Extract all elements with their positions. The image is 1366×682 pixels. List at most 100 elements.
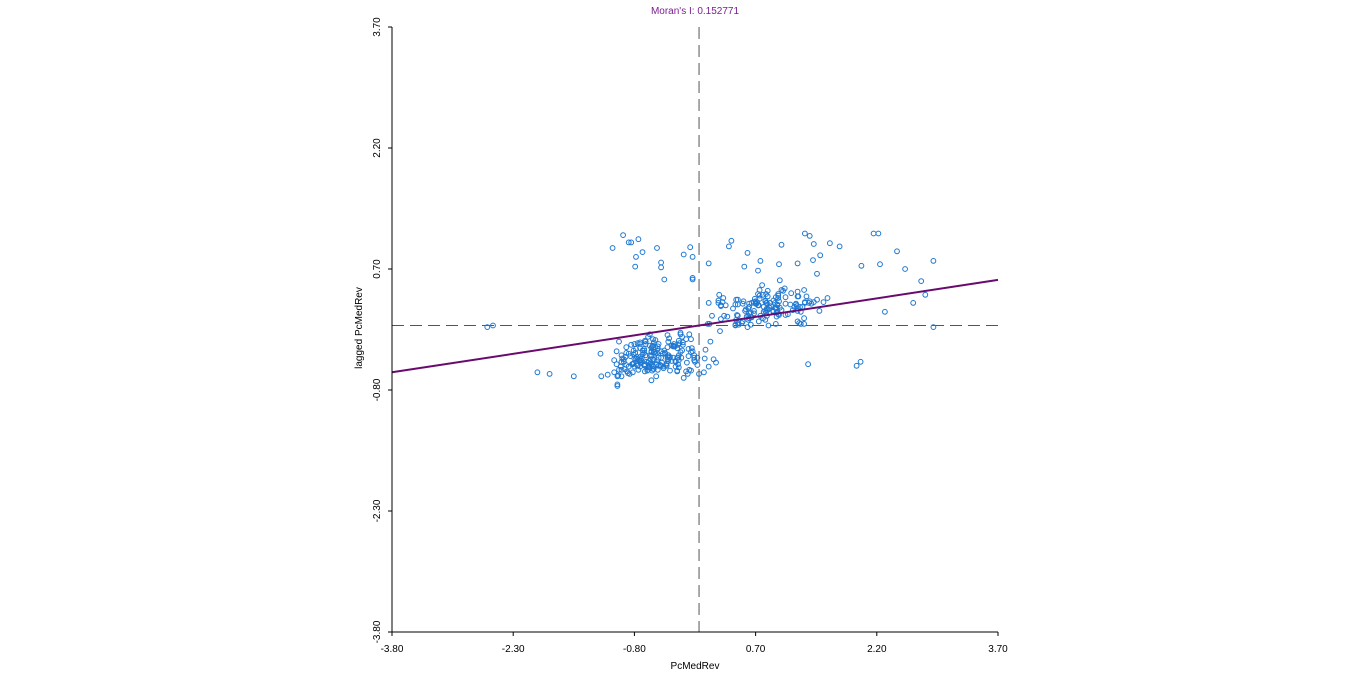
data-point: [680, 251, 687, 258]
data-point: [659, 350, 666, 357]
x-axis-title: PcMedRev: [671, 661, 720, 672]
data-point: [634, 340, 641, 347]
data-point: [648, 352, 655, 359]
data-point: [805, 361, 811, 368]
data-point: [632, 263, 639, 270]
y-axis-title: lagged PcMedRev: [354, 287, 365, 369]
data-point: [614, 373, 621, 380]
data-point: [628, 239, 635, 246]
data-point: [664, 332, 671, 339]
data-point: [661, 276, 668, 283]
x-tick-label: 2.20: [867, 644, 887, 655]
data-point: [598, 373, 605, 380]
data-point: [902, 266, 908, 272]
data-point: [741, 263, 748, 270]
data-point: [661, 347, 668, 354]
data-point: [637, 339, 643, 346]
data-point: [616, 338, 622, 345]
data-point: [613, 348, 620, 355]
data-point: [611, 369, 618, 376]
data-point: [857, 358, 864, 365]
y-tick-label: 2.20: [372, 138, 383, 158]
data-point: [597, 350, 604, 357]
data-point: [781, 285, 788, 292]
data-point: [801, 287, 807, 293]
data-point: [688, 345, 695, 352]
data-point: [756, 292, 763, 299]
data-point: [747, 321, 754, 328]
data-point: [623, 350, 630, 356]
data-point: [670, 354, 677, 361]
data-point: [609, 245, 616, 251]
data-point: [633, 346, 639, 352]
data-point: [814, 270, 820, 277]
data-point: [665, 338, 672, 345]
data-point: [654, 245, 660, 251]
data-point: [720, 295, 727, 301]
data-point: [766, 304, 773, 311]
data-point: [691, 352, 698, 359]
data-point: [770, 297, 777, 304]
data-point: [696, 371, 702, 377]
data-point: [624, 368, 630, 375]
data-point: [679, 347, 685, 354]
scatter-points: [484, 230, 937, 389]
data-point: [684, 359, 690, 366]
data-point: [894, 248, 900, 255]
data-point: [710, 356, 717, 363]
data-point: [677, 349, 684, 356]
data-point: [639, 249, 646, 256]
data-point: [685, 353, 692, 360]
data-point: [692, 358, 698, 365]
data-point: [667, 354, 673, 360]
data-point: [658, 259, 664, 266]
data-point: [836, 243, 843, 250]
data-point: [806, 233, 813, 239]
data-point: [634, 362, 641, 368]
data-point: [791, 304, 798, 310]
data-point: [648, 377, 655, 384]
data-point: [660, 365, 667, 372]
data-point: [739, 300, 746, 307]
data-point: [658, 264, 664, 271]
data-point: [717, 328, 723, 335]
data-point: [641, 350, 647, 356]
data-point: [490, 322, 496, 329]
data-point: [638, 357, 644, 364]
data-point: [755, 318, 762, 325]
data-point: [816, 308, 823, 314]
data-point: [645, 333, 651, 340]
data-point: [683, 336, 689, 343]
data-point: [875, 230, 882, 237]
data-point: [752, 300, 759, 307]
mean-reference-lines: [392, 27, 998, 632]
data-point: [827, 240, 833, 247]
data-point: [546, 371, 553, 377]
data-point: [803, 293, 810, 300]
data-point: [674, 345, 681, 352]
data-point: [801, 321, 807, 327]
data-point: [759, 282, 765, 289]
data-point: [728, 237, 735, 244]
data-point: [614, 381, 621, 388]
data-point: [709, 312, 715, 319]
data-point: [677, 329, 684, 336]
data-point: [680, 375, 687, 381]
data-point: [689, 276, 696, 283]
data-point: [775, 291, 782, 297]
data-point: [801, 315, 807, 322]
data-point: [760, 291, 766, 298]
data-point: [618, 358, 625, 365]
data-point: [930, 324, 937, 331]
data-point: [688, 349, 694, 356]
y-tick-label: -0.80: [372, 378, 383, 401]
data-point: [570, 373, 577, 380]
data-point: [667, 367, 673, 374]
data-point: [716, 291, 723, 298]
data-point: [721, 312, 727, 319]
data-point: [853, 362, 860, 369]
data-point: [684, 371, 691, 377]
data-point: [650, 357, 657, 364]
data-point: [604, 371, 611, 378]
